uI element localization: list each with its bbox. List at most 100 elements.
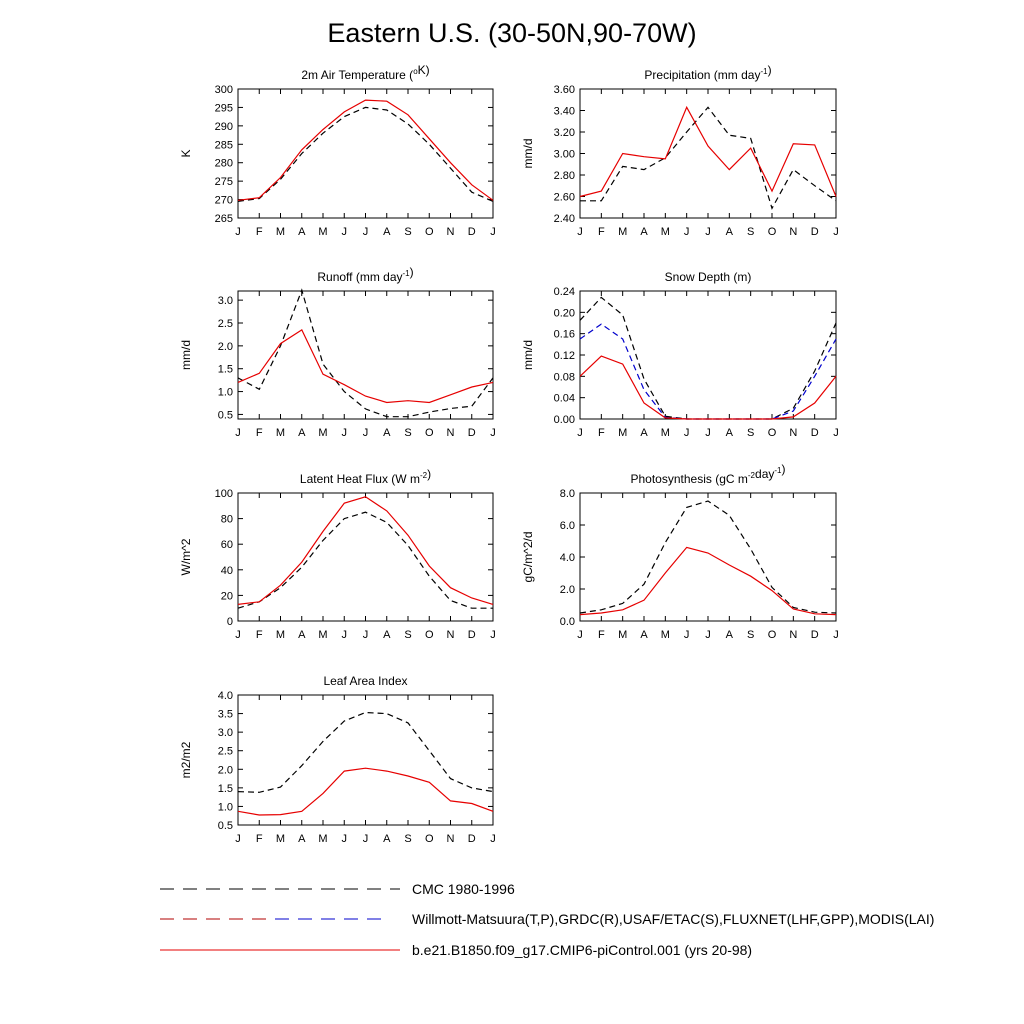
x-tick-label: N bbox=[789, 427, 797, 439]
x-tick-label: A bbox=[298, 833, 306, 845]
legend-item-obs: Willmott-Matsuura(T,P),GRDC(R),USAF/ETAC… bbox=[160, 911, 934, 927]
x-tick-label: F bbox=[256, 226, 263, 238]
panel-title: Photosynthesis (gC m-2day-1) bbox=[631, 462, 786, 486]
x-tick-label: M bbox=[276, 629, 285, 641]
y-tick-label: 0.20 bbox=[554, 307, 575, 319]
y-tick-label: 0.00 bbox=[554, 414, 575, 426]
y-tick-label: 1.0 bbox=[218, 387, 233, 399]
y-tick-label: 290 bbox=[215, 121, 233, 133]
x-tick-label: A bbox=[726, 629, 734, 641]
figure-title: Eastern U.S. (30-50N,90-70W) bbox=[327, 18, 697, 48]
x-tick-label: J bbox=[342, 226, 348, 238]
y-tick-label: 3.20 bbox=[554, 127, 575, 139]
x-tick-label: N bbox=[447, 226, 455, 238]
x-tick-label: O bbox=[425, 629, 434, 641]
x-tick-label: A bbox=[640, 226, 648, 238]
y-tick-label: 40 bbox=[221, 565, 233, 577]
x-tick-label: M bbox=[318, 226, 327, 238]
panel-5: Latent Heat Flux (W m-2)J F M A M J J A S O N D J020… bbox=[179, 467, 496, 641]
series-line-cmc bbox=[237, 288, 494, 418]
y-tick-label: 1.5 bbox=[218, 783, 233, 795]
x-tick-label: M bbox=[318, 427, 327, 439]
x-tick-label: D bbox=[468, 226, 476, 238]
y-tick-label: 6.0 bbox=[560, 520, 575, 532]
plot-frame bbox=[237, 694, 494, 826]
x-tick-label: A bbox=[298, 427, 306, 439]
series-line-cmc bbox=[237, 711, 494, 793]
series-line-cmc bbox=[237, 106, 494, 202]
x-tick-label: O bbox=[425, 226, 434, 238]
x-tick-label: N bbox=[789, 226, 797, 238]
x-tick-label: O bbox=[768, 629, 777, 641]
x-tick-label: J bbox=[363, 427, 369, 439]
y-tick-label: 0.16 bbox=[554, 329, 575, 341]
x-tick-label: F bbox=[256, 629, 263, 641]
x-tick-label: A bbox=[383, 427, 391, 439]
panel-title: Snow Depth (m) bbox=[665, 270, 752, 284]
x-tick-label: A bbox=[640, 629, 648, 641]
series-line-model bbox=[579, 546, 837, 616]
y-axis-label: K bbox=[179, 149, 193, 157]
x-tick-label: J bbox=[577, 427, 583, 439]
panel-title: Latent Heat Flux (W m-2) bbox=[300, 467, 431, 486]
y-tick-label: 0 bbox=[227, 616, 233, 628]
y-tick-label: 2.0 bbox=[218, 764, 233, 776]
series-line-cmc bbox=[579, 500, 837, 614]
x-tick-label: S bbox=[747, 226, 754, 238]
x-tick-label: J bbox=[833, 427, 839, 439]
x-tick-label: J bbox=[577, 226, 583, 238]
y-tick-label: 100 bbox=[215, 488, 233, 500]
plot-frame bbox=[579, 290, 837, 420]
y-axis-label: W/m^2 bbox=[179, 538, 193, 575]
x-tick-label: A bbox=[298, 226, 306, 238]
x-tick-label: J bbox=[705, 226, 711, 238]
x-tick-label: A bbox=[640, 427, 648, 439]
y-tick-label: 2.5 bbox=[218, 318, 233, 330]
y-tick-label: 3.40 bbox=[554, 106, 575, 118]
x-tick-label: J bbox=[363, 833, 369, 845]
x-tick-label: A bbox=[726, 427, 734, 439]
panel-3: Runoff (mm day-1)J F M A M J J A S O N D J0.51.01.52… bbox=[179, 265, 496, 439]
x-tick-label: J bbox=[235, 427, 241, 439]
panel-title: Runoff (mm day-1) bbox=[317, 265, 413, 284]
legend-item-model: b.e21.B1850.f09_g17.CMIP6-piControl.001 … bbox=[160, 942, 752, 958]
legend-label: b.e21.B1850.f09_g17.CMIP6-piControl.001 … bbox=[412, 942, 752, 958]
y-tick-label: 265 bbox=[215, 213, 233, 225]
x-tick-label: F bbox=[256, 427, 263, 439]
y-tick-label: 3.60 bbox=[554, 84, 575, 96]
x-tick-label: O bbox=[768, 226, 777, 238]
legend: CMC 1980-1996 Willmott-Matsuura(T,P),GRDC… bbox=[160, 881, 934, 958]
x-tick-label: J bbox=[684, 629, 690, 641]
x-tick-label: M bbox=[618, 427, 627, 439]
series-line-cmc bbox=[580, 106, 837, 210]
x-tick-label: D bbox=[468, 427, 476, 439]
x-tick-label: D bbox=[468, 833, 476, 845]
plot-frame bbox=[237, 88, 494, 219]
y-tick-label: 285 bbox=[215, 139, 233, 151]
x-tick-label: J bbox=[342, 629, 348, 641]
y-tick-label: 280 bbox=[215, 158, 233, 170]
y-tick-label: 295 bbox=[215, 102, 233, 114]
x-tick-label: S bbox=[747, 427, 754, 439]
panel-6: Photosynthesis (gC m-2day-1) J F M A M J J A S O N D… bbox=[521, 462, 839, 641]
series-line-model bbox=[237, 767, 494, 816]
panel-4: Snow Depth (m)J F M A M J J A S O N D J0.000.040.080… bbox=[521, 270, 839, 439]
y-tick-label: 3.5 bbox=[218, 709, 233, 721]
x-tick-label: M bbox=[318, 833, 327, 845]
y-tick-label: 60 bbox=[221, 539, 233, 551]
y-tick-label: 4.0 bbox=[560, 552, 575, 564]
panel-title: Precipitation (mm day-1) bbox=[644, 63, 771, 82]
x-tick-label: J bbox=[684, 226, 690, 238]
y-tick-label: 4.0 bbox=[218, 690, 233, 702]
x-tick-label: O bbox=[768, 427, 777, 439]
x-tick-label: J bbox=[833, 629, 839, 641]
legend-item-cmc: CMC 1980-1996 bbox=[160, 881, 515, 897]
y-tick-label: 2.80 bbox=[554, 170, 575, 182]
x-tick-label: O bbox=[425, 427, 434, 439]
panel-title: 2m Air Temperature (oK) bbox=[301, 63, 429, 82]
x-tick-label: J bbox=[235, 226, 241, 238]
x-tick-label: D bbox=[811, 427, 819, 439]
x-tick-label: N bbox=[447, 629, 455, 641]
